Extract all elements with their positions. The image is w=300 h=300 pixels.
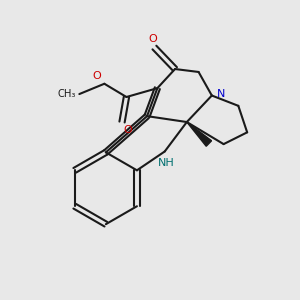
Text: CH₃: CH₃ — [57, 89, 76, 99]
Text: NH: NH — [158, 158, 175, 168]
Text: O: O — [124, 125, 132, 135]
Text: N: N — [217, 89, 226, 99]
Text: O: O — [148, 34, 157, 44]
Text: O: O — [93, 71, 101, 81]
Polygon shape — [187, 122, 212, 146]
